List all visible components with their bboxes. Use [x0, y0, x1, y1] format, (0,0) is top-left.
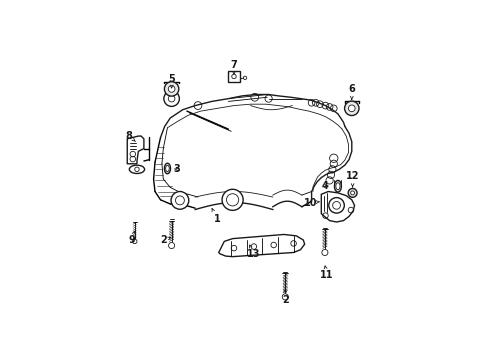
- Circle shape: [350, 191, 354, 195]
- Polygon shape: [127, 136, 143, 164]
- Text: 13: 13: [246, 245, 260, 259]
- Text: 2: 2: [160, 235, 170, 245]
- Ellipse shape: [165, 166, 169, 172]
- Text: 3: 3: [173, 164, 180, 174]
- Polygon shape: [228, 71, 239, 82]
- Circle shape: [347, 188, 356, 197]
- Text: 8: 8: [125, 131, 135, 141]
- Circle shape: [168, 243, 174, 249]
- Text: 10: 10: [303, 198, 319, 208]
- Circle shape: [348, 105, 354, 112]
- Circle shape: [226, 194, 238, 206]
- Polygon shape: [218, 234, 304, 257]
- Circle shape: [164, 82, 179, 96]
- Ellipse shape: [129, 165, 144, 174]
- Text: 1: 1: [212, 208, 220, 224]
- Text: 4: 4: [321, 181, 327, 191]
- Circle shape: [168, 86, 175, 92]
- Text: 7: 7: [230, 60, 237, 74]
- Ellipse shape: [334, 180, 341, 192]
- Text: 12: 12: [345, 171, 359, 187]
- Text: 5: 5: [168, 74, 175, 88]
- Circle shape: [222, 189, 243, 210]
- Circle shape: [132, 239, 137, 244]
- Text: 9: 9: [128, 231, 135, 245]
- Circle shape: [163, 91, 179, 107]
- Circle shape: [328, 198, 344, 213]
- Circle shape: [321, 249, 327, 256]
- Circle shape: [282, 294, 288, 300]
- Circle shape: [175, 196, 184, 205]
- Polygon shape: [321, 192, 354, 222]
- Text: 6: 6: [348, 84, 354, 100]
- Circle shape: [332, 202, 340, 209]
- Text: 2: 2: [281, 289, 288, 305]
- Ellipse shape: [335, 183, 339, 190]
- Circle shape: [344, 101, 358, 116]
- Ellipse shape: [164, 163, 170, 174]
- Circle shape: [171, 192, 188, 209]
- Text: 11: 11: [320, 266, 333, 280]
